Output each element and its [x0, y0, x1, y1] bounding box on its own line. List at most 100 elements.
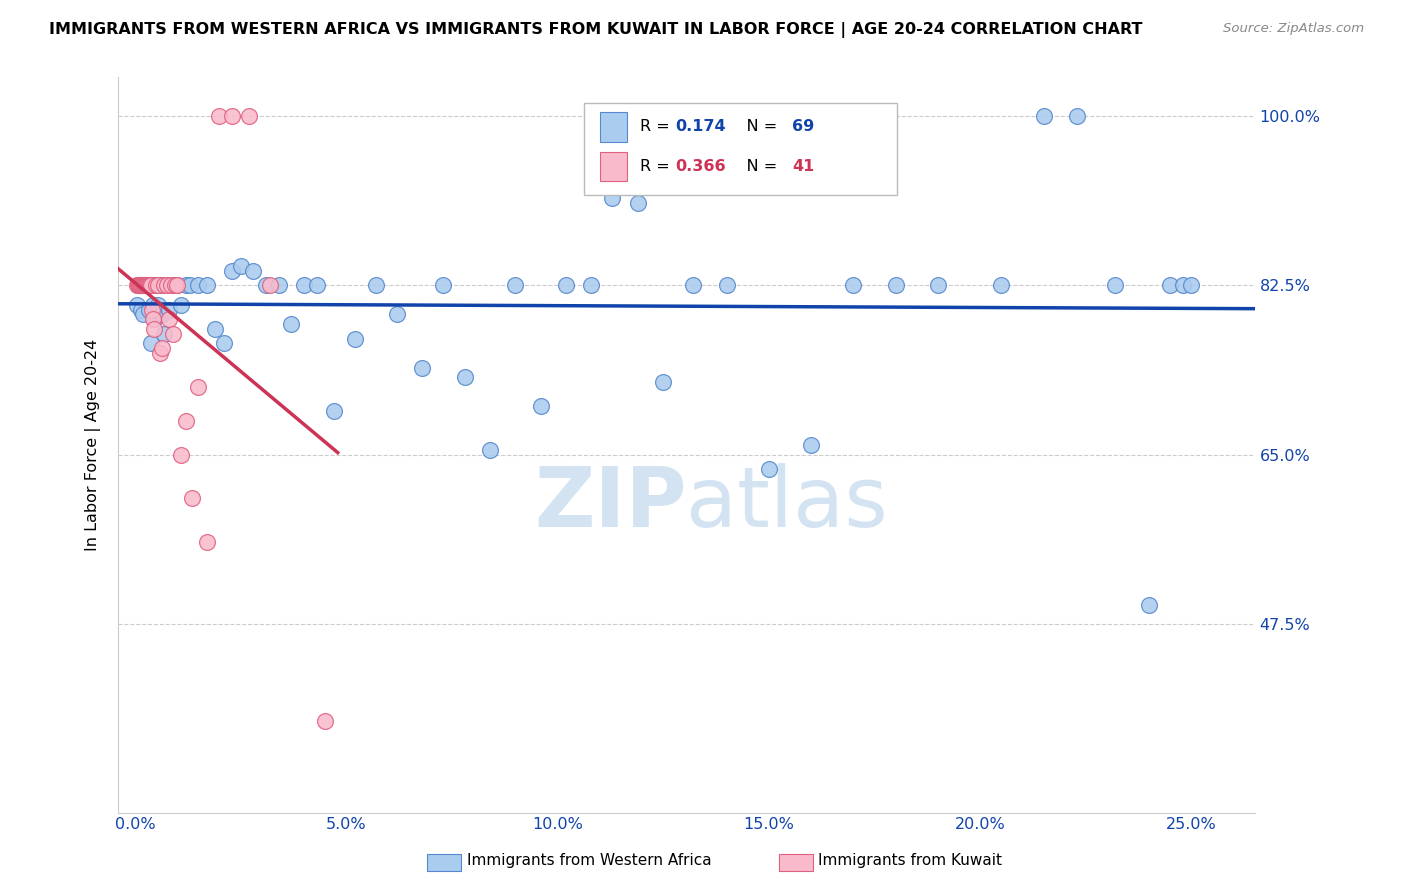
Text: Source: ZipAtlas.com: Source: ZipAtlas.com [1223, 22, 1364, 36]
Point [145, 278, 167, 293]
Point [627, 196, 650, 211]
Point [195, 278, 218, 293]
Point [758, 462, 780, 476]
Point [1032, 109, 1054, 123]
Point [136, 278, 159, 293]
Point [132, 278, 155, 293]
Point [129, 278, 152, 293]
Point [195, 534, 218, 549]
Point [927, 278, 949, 293]
Point [139, 336, 162, 351]
Point [162, 326, 184, 341]
Point [229, 259, 252, 273]
Point [132, 307, 155, 321]
Point [478, 442, 501, 457]
Point [238, 109, 260, 123]
Point [280, 317, 302, 331]
Point [138, 278, 160, 293]
Point [1137, 598, 1160, 612]
Point [1180, 278, 1202, 293]
Text: 69: 69 [792, 120, 814, 135]
Point [187, 278, 209, 293]
Point [682, 278, 704, 293]
Point [166, 278, 188, 293]
Point [138, 302, 160, 317]
Point [343, 332, 366, 346]
Point [212, 336, 235, 351]
Point [141, 302, 163, 317]
Point [142, 312, 165, 326]
Point [254, 278, 277, 293]
Point [1171, 278, 1194, 293]
Point [800, 438, 823, 452]
Point [129, 302, 152, 317]
Text: Immigrants from Kuwait: Immigrants from Kuwait [818, 853, 1002, 868]
Point [142, 312, 165, 326]
Point [159, 278, 181, 293]
Point [134, 278, 156, 293]
Point [322, 404, 344, 418]
Point [127, 278, 149, 293]
Text: R =: R = [640, 120, 675, 135]
Point [555, 278, 578, 293]
Point [153, 326, 176, 341]
Point [267, 278, 290, 293]
Point [136, 278, 159, 293]
Point [135, 278, 157, 293]
Point [221, 109, 243, 123]
Point [453, 370, 475, 384]
Point [581, 278, 603, 293]
Point [136, 278, 159, 293]
Point [242, 264, 264, 278]
Point [602, 191, 624, 205]
Point [652, 375, 675, 389]
Point [132, 278, 155, 293]
Point [1104, 278, 1126, 293]
Text: N =: N = [725, 120, 783, 135]
Text: atlas: atlas [686, 463, 889, 544]
Point [179, 278, 201, 293]
Point [138, 278, 160, 293]
Point [163, 278, 186, 293]
Text: 0.174: 0.174 [675, 120, 725, 135]
Point [146, 298, 169, 312]
Point [142, 298, 165, 312]
Point [529, 399, 551, 413]
Point [174, 414, 197, 428]
Point [411, 360, 433, 375]
Point [204, 322, 226, 336]
Point [157, 302, 180, 317]
Point [128, 278, 150, 293]
Point [166, 278, 188, 293]
Point [128, 278, 150, 293]
Point [181, 491, 204, 506]
Y-axis label: In Labor Force | Age 20-24: In Labor Force | Age 20-24 [86, 339, 101, 551]
Point [314, 714, 336, 728]
Point [125, 298, 148, 312]
Point [127, 278, 149, 293]
Point [131, 278, 153, 293]
Text: R =: R = [640, 159, 675, 174]
Point [385, 307, 408, 321]
Text: ZIP: ZIP [534, 463, 686, 544]
Point [716, 278, 738, 293]
Point [149, 346, 172, 360]
Point [146, 278, 169, 293]
Point [134, 278, 156, 293]
Point [145, 278, 167, 293]
Point [364, 278, 387, 293]
Point [305, 278, 328, 293]
Point [139, 278, 162, 293]
Text: IMMIGRANTS FROM WESTERN AFRICA VS IMMIGRANTS FROM KUWAIT IN LABOR FORCE | AGE 20: IMMIGRANTS FROM WESTERN AFRICA VS IMMIGR… [49, 22, 1143, 38]
Point [129, 278, 152, 293]
Point [157, 312, 180, 326]
Point [884, 278, 907, 293]
Point [162, 278, 184, 293]
Point [187, 380, 209, 394]
Text: N =: N = [725, 159, 783, 174]
Point [1159, 278, 1181, 293]
Point [134, 278, 156, 293]
Point [174, 278, 197, 293]
Point [125, 278, 148, 293]
Text: 0.366: 0.366 [675, 159, 725, 174]
